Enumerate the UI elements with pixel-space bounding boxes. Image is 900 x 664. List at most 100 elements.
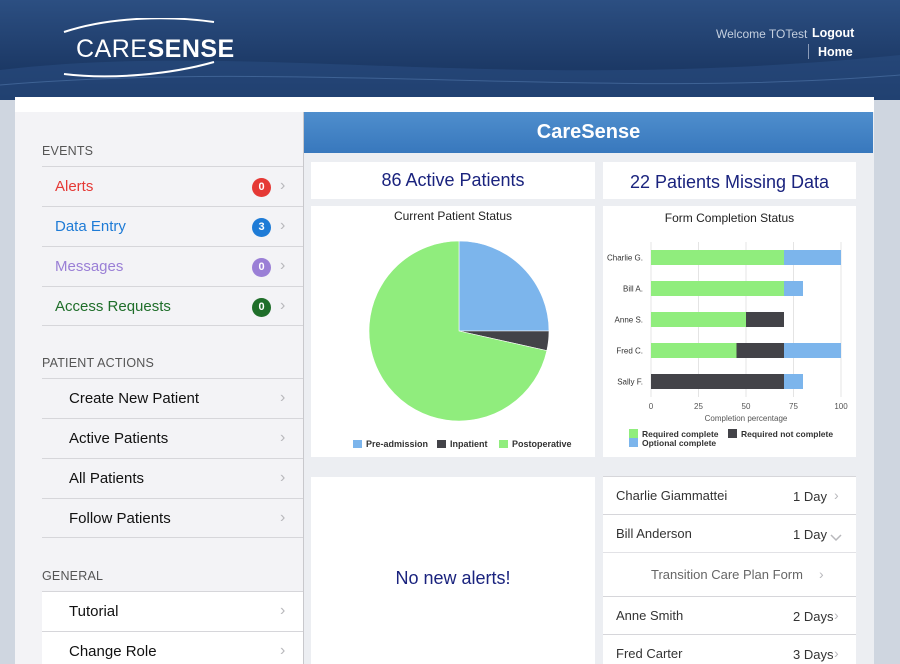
legend-label[interactable]: Required complete	[642, 429, 719, 439]
sidebar-item-tutorial[interactable]: Tutorial ›	[42, 591, 303, 631]
chevron-right-icon: ›	[834, 487, 839, 503]
logo-text: CARESENSE	[76, 35, 235, 63]
chevron-right-icon: ›	[819, 566, 824, 582]
home-link[interactable]: Home	[818, 45, 853, 59]
sidebar-item-messages[interactable]: Messages 0 ›	[42, 246, 303, 286]
patient-days: 3 Days	[793, 647, 834, 662]
active-patients-count: 86 Active Patients	[381, 170, 525, 190]
legend-label[interactable]: Postoperative	[512, 439, 572, 449]
patient-row-anne-smith[interactable]: Anne Smith 2 Days ›	[603, 596, 856, 634]
app-header: CARESENSE Welcome TOTest Logout Home	[0, 0, 900, 100]
chevron-right-icon: ›	[280, 389, 286, 406]
sidebar-item-label: Alerts	[55, 178, 94, 195]
sidebar	[15, 112, 304, 664]
legend-swatch	[353, 440, 362, 448]
sidebar-item-label: Follow Patients	[69, 510, 171, 527]
sidebar-item-create-new-patient[interactable]: Create New Patient ›	[42, 378, 303, 418]
chevron-right-icon: ›	[280, 217, 286, 234]
messages-count-badge: 0	[252, 258, 271, 277]
chevron-down-icon	[830, 534, 842, 542]
y-category-label: Bill A.	[623, 285, 643, 294]
legend-swatch	[629, 438, 638, 447]
sidebar-item-label: Tutorial	[69, 603, 119, 620]
sidebar-item-label: Change Role	[69, 643, 157, 660]
bar-segment[interactable]	[651, 343, 737, 358]
events-heading: EVENTS	[42, 144, 94, 158]
patient-row-bill-anderson[interactable]: Bill Anderson 1 Day	[603, 514, 856, 552]
legend-label[interactable]: Required not complete	[741, 429, 833, 439]
form-completion-bar-chart: 0 25 50 75 100 Completion percentage Charlie G…	[607, 242, 848, 448]
sidebar-item-change-role[interactable]: Change Role ›	[42, 631, 303, 664]
logout-link[interactable]: Logout	[812, 26, 855, 40]
patient-name: Anne Smith	[616, 608, 684, 623]
bar-segment[interactable]	[651, 374, 784, 389]
legend-swatch	[437, 440, 446, 448]
y-category-label: Sally F.	[617, 378, 643, 387]
patient-status-chart-card: Current Patient Status Pre-admission Inpa…	[311, 206, 595, 457]
sidebar-item-label: Active Patients	[69, 430, 169, 447]
x-tick-label: 0	[649, 402, 654, 411]
y-category-label: Anne S.	[615, 316, 643, 325]
bar-segment[interactable]	[746, 312, 784, 327]
form-name: Transition Care Plan Form	[651, 567, 803, 582]
sidebar-item-alerts[interactable]: Alerts 0 ›	[42, 166, 303, 206]
chevron-right-icon: ›	[280, 429, 286, 446]
x-tick-label: 25	[694, 402, 703, 411]
patient-days: 2 Days	[793, 609, 834, 624]
bar-segment[interactable]	[784, 343, 841, 358]
sidebar-item-label: Access Requests	[55, 298, 171, 315]
legend-swatch	[499, 440, 508, 448]
pie-slice-postoperative[interactable]	[368, 240, 548, 422]
legend-swatch	[728, 429, 737, 438]
sidebar-item-follow-patients[interactable]: Follow Patients ›	[42, 498, 303, 538]
chart-title: Form Completion Status	[664, 211, 795, 225]
bar-segment[interactable]	[736, 343, 785, 358]
x-tick-label: 75	[789, 402, 798, 411]
alerts-count-badge: 0	[252, 178, 271, 197]
patient-row-charlie-giammattei[interactable]: Charlie Giammattei 1 Day ›	[603, 476, 856, 514]
bar-segment[interactable]	[784, 374, 803, 389]
bar-segment[interactable]	[651, 250, 784, 265]
chart-title: Current Patient Status	[393, 209, 513, 223]
form-completion-chart-card: Form Completion Status 0 25 50 75 100 Complet…	[603, 206, 856, 457]
chevron-right-icon: ›	[280, 602, 286, 619]
sidebar-item-access-requests[interactable]: Access Requests 0 ›	[42, 286, 303, 326]
chevron-right-icon: ›	[834, 645, 839, 661]
chevron-right-icon: ›	[280, 297, 286, 314]
data-entry-count-badge: 3	[252, 218, 271, 237]
chevron-right-icon: ›	[280, 257, 286, 274]
patient-days: 1 Day	[793, 527, 827, 542]
active-patients-card[interactable]: 86 Active Patients	[311, 162, 595, 199]
access-requests-count-badge: 0	[252, 298, 271, 317]
sidebar-item-label: Messages	[55, 258, 124, 275]
sidebar-item-active-patients[interactable]: Active Patients ›	[42, 418, 303, 458]
x-axis-label: Completion percentage	[705, 414, 788, 423]
sidebar-item-label: Data Entry	[55, 218, 126, 235]
patient-row-fred-carter[interactable]: Fred Carter 3 Days ›	[603, 634, 856, 664]
patient-form-transition-care-plan[interactable]: Transition Care Plan Form ›	[603, 552, 856, 596]
patient-name: Charlie Giammattei	[616, 488, 728, 503]
x-tick-label: 100	[834, 402, 848, 411]
header-swoosh-decoration	[0, 55, 900, 100]
y-category-label: Charlie G.	[607, 254, 643, 263]
legend-label[interactable]: Optional complete	[642, 438, 716, 448]
welcome-text: Welcome TOTest	[716, 27, 808, 41]
missing-data-card[interactable]: 22 Patients Missing Data	[603, 162, 856, 199]
bar-segment[interactable]	[651, 281, 784, 296]
sidebar-item-all-patients[interactable]: All Patients ›	[42, 458, 303, 498]
bar-segment[interactable]	[784, 250, 841, 265]
pie-slice-pre-admission[interactable]	[458, 240, 550, 332]
chevron-right-icon: ›	[280, 177, 286, 194]
patient-actions-heading: PATIENT ACTIONS	[42, 356, 155, 370]
sidebar-item-label: All Patients	[69, 470, 145, 487]
legend-label[interactable]: Inpatient	[450, 439, 488, 449]
sidebar-item-data-entry[interactable]: Data Entry 3 ›	[42, 206, 303, 246]
patient-name: Fred Carter	[616, 646, 683, 661]
chevron-right-icon: ›	[280, 509, 286, 526]
legend-swatch	[629, 429, 638, 438]
page-title-banner: CareSense	[304, 112, 873, 153]
caresense-logo[interactable]: CARESENSE	[62, 18, 234, 80]
bar-segment[interactable]	[784, 281, 803, 296]
legend-label[interactable]: Pre-admission	[366, 439, 428, 449]
bar-segment[interactable]	[651, 312, 746, 327]
